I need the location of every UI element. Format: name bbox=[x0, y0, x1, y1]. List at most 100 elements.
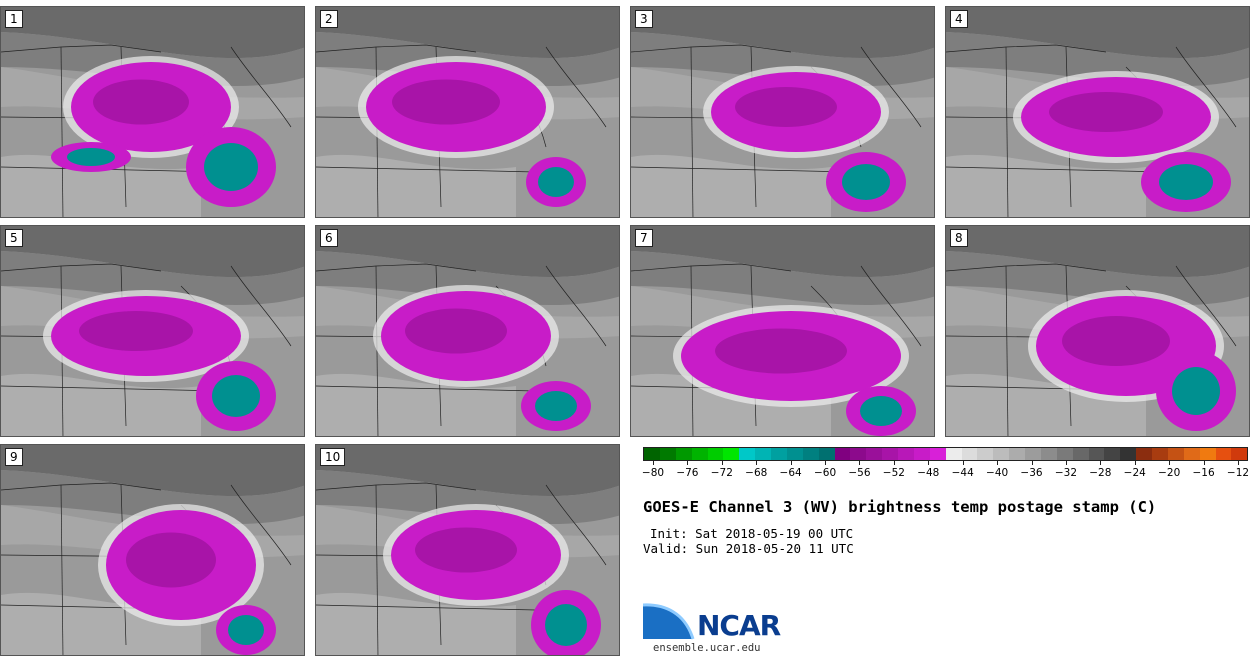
colorbar-tick-label: −44 bbox=[951, 467, 974, 479]
wv-map bbox=[631, 7, 934, 217]
colorbar-tick bbox=[962, 461, 964, 465]
colorbar-swatch bbox=[1183, 448, 1200, 460]
wv-map bbox=[1, 445, 304, 655]
colorbar-tick-label: −28 bbox=[1089, 467, 1112, 479]
valid-time: Valid: Sun 2018-05-20 11 UTC bbox=[643, 541, 854, 556]
colorbar-tick-label: −56 bbox=[848, 467, 871, 479]
colorbar-swatch bbox=[913, 448, 930, 460]
colorbar-swatch bbox=[1056, 448, 1073, 460]
colorbar-tick bbox=[1031, 461, 1033, 465]
colorbar-tick bbox=[790, 461, 792, 465]
colorbar-tick-label: −80 bbox=[641, 467, 665, 479]
wv-map bbox=[316, 226, 619, 436]
colorbar-swatch bbox=[675, 448, 692, 460]
colorbar-swatch bbox=[755, 448, 771, 460]
ensemble-member-panel: 2 bbox=[315, 6, 620, 218]
colorbar-swatch bbox=[723, 448, 740, 460]
panel-number: 2 bbox=[320, 10, 338, 28]
colorbar-swatch bbox=[1199, 448, 1216, 460]
ensemble-member-panel: 5 bbox=[0, 225, 305, 437]
ncar-logo-text: NCAR bbox=[697, 609, 781, 642]
colorbar-swatch bbox=[834, 448, 851, 460]
panel-number: 7 bbox=[635, 229, 653, 247]
figure-title: GOES-E Channel 3 (WV) brightness temp po… bbox=[643, 498, 1157, 516]
colorbar-tick bbox=[1238, 461, 1239, 465]
colorbar-swatch bbox=[945, 448, 962, 460]
colorbar-swatch bbox=[866, 448, 883, 460]
colorbar-swatch bbox=[739, 448, 756, 460]
colorbar-tick bbox=[687, 461, 689, 465]
colorbar-tick-label: −64 bbox=[779, 467, 802, 479]
panel-number: 10 bbox=[320, 448, 346, 466]
panel-number: 1 bbox=[5, 10, 23, 28]
wv-map bbox=[316, 445, 619, 655]
wv-map bbox=[946, 7, 1249, 217]
init-time: Init: Sat 2018-05-19 00 UTC bbox=[650, 526, 854, 541]
colorbar-tick bbox=[1065, 461, 1067, 465]
colorbar-swatch bbox=[771, 448, 787, 460]
colorbar-tick bbox=[825, 461, 827, 465]
panel-number: 6 bbox=[320, 229, 338, 247]
panel-number: 8 bbox=[950, 229, 968, 247]
colorbar-tick-label: −40 bbox=[986, 467, 1009, 479]
logo-url: ensemble.ucar.edu bbox=[653, 642, 761, 654]
colorbar-swatch bbox=[1009, 448, 1025, 460]
wv-map bbox=[946, 226, 1249, 436]
ensemble-member-panel: 6 bbox=[315, 225, 620, 437]
colorbar-swatch bbox=[818, 448, 835, 460]
colorbar-swatch bbox=[659, 448, 676, 460]
colorbar-tick-label: −24 bbox=[1123, 467, 1146, 479]
colorbar-swatch bbox=[707, 448, 724, 460]
ensemble-member-panel: 4 bbox=[945, 6, 1250, 218]
colorbar-swatch bbox=[977, 448, 994, 460]
colorbar-tick-label: −32 bbox=[1054, 467, 1078, 479]
wv-map bbox=[1, 226, 304, 436]
colorbar-swatch bbox=[1167, 448, 1184, 460]
colorbar-swatch bbox=[1088, 448, 1105, 460]
panel-number: 4 bbox=[950, 10, 968, 28]
colorbar-swatch bbox=[1215, 448, 1232, 460]
colorbar-swatch bbox=[850, 448, 867, 460]
colorbar-tick-label: −36 bbox=[1020, 467, 1043, 479]
colorbar-tick-label: −12 bbox=[1226, 467, 1250, 479]
panel-number: 5 bbox=[5, 229, 23, 247]
colorbar-swatch bbox=[786, 448, 803, 460]
colorbar-swatch bbox=[961, 448, 978, 460]
colorbar-swatch bbox=[1072, 448, 1089, 460]
colorbar-tick bbox=[997, 461, 999, 465]
colorbar-tick-label: −72 bbox=[710, 467, 733, 479]
wv-map bbox=[631, 226, 934, 436]
colorbar-swatch bbox=[929, 448, 946, 460]
colorbar-tick-label: −16 bbox=[1192, 467, 1215, 479]
ncar-logo-icon bbox=[643, 603, 695, 640]
colorbar-swatch bbox=[993, 448, 1010, 460]
colorbar-tick bbox=[928, 461, 930, 465]
colorbar-swatch bbox=[882, 448, 898, 460]
colorbar-swatch bbox=[1040, 448, 1057, 460]
colorbar-tick bbox=[653, 461, 654, 465]
colorbar-tick bbox=[1169, 461, 1171, 465]
colorbar-tick bbox=[1203, 461, 1205, 465]
colorbar-swatch bbox=[1120, 448, 1137, 460]
colorbar-swatch bbox=[802, 448, 819, 460]
ensemble-member-panel: 8 bbox=[945, 225, 1250, 437]
colorbar-tick-label: −52 bbox=[882, 467, 905, 479]
colorbar-tick bbox=[756, 461, 758, 465]
ensemble-member-panel: 10 bbox=[315, 444, 620, 656]
colorbar-tick-label: −48 bbox=[917, 467, 940, 479]
colorbar-swatch bbox=[644, 448, 660, 460]
colorbar-tick bbox=[859, 461, 861, 465]
colorbar-tick-label: −60 bbox=[813, 467, 837, 479]
colorbar-tick bbox=[721, 461, 723, 465]
colorbar-swatch bbox=[1136, 448, 1152, 460]
colorbar-tick-label: −76 bbox=[676, 467, 699, 479]
ensemble-member-panel: 1 bbox=[0, 6, 305, 218]
colorbar-tick bbox=[1100, 461, 1102, 465]
wv-map bbox=[1, 7, 304, 217]
ensemble-member-panel: 3 bbox=[630, 6, 935, 218]
colorbar-swatch bbox=[1231, 448, 1248, 460]
ensemble-member-panel: 7 bbox=[630, 225, 935, 437]
colorbar-tick-label: −20 bbox=[1158, 467, 1181, 479]
ensemble-member-panel: 9 bbox=[0, 444, 305, 656]
colorbar-swatch bbox=[1025, 448, 1041, 460]
